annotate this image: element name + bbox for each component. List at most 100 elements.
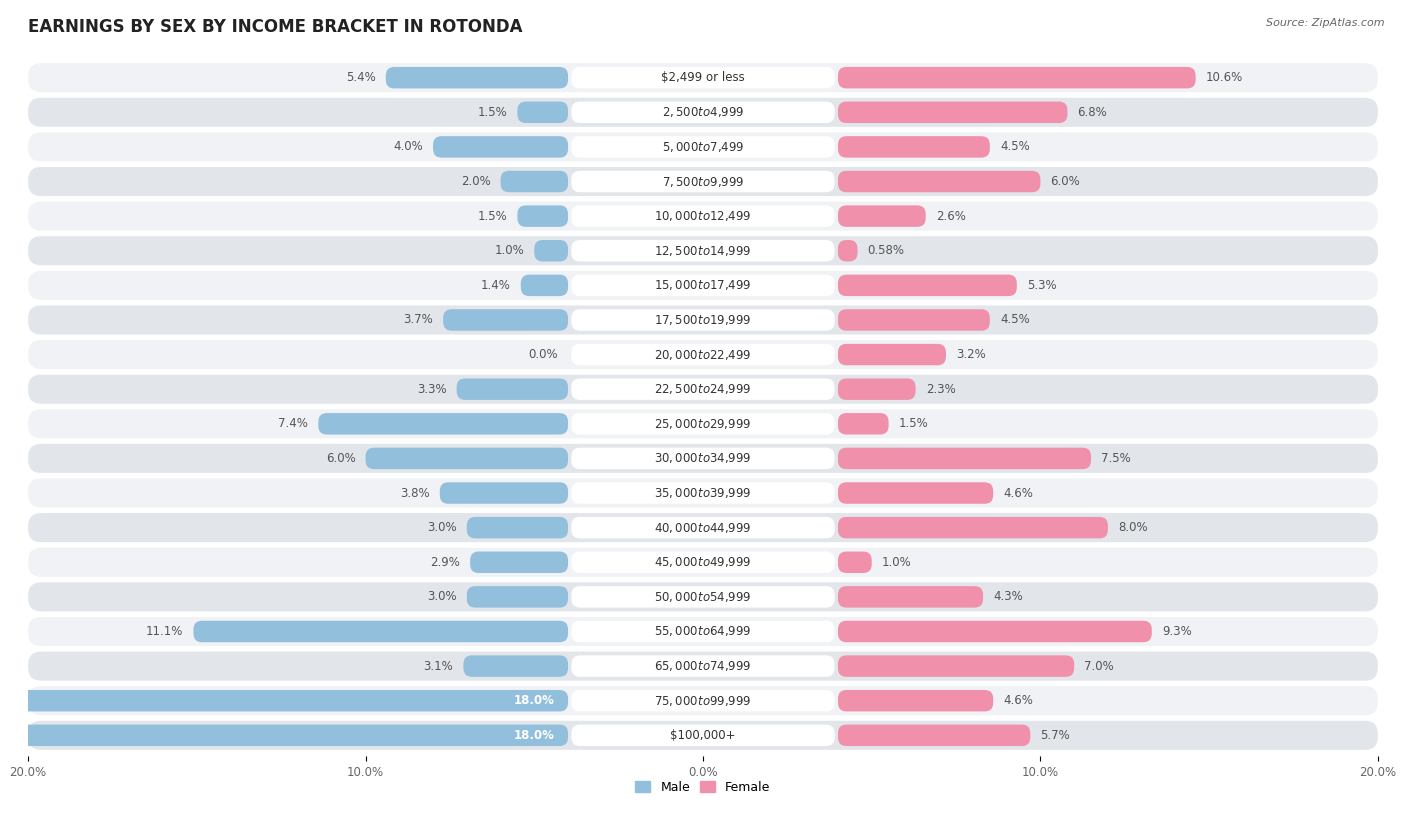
FancyBboxPatch shape [571,136,835,158]
FancyBboxPatch shape [571,67,835,89]
Text: $7,500 to $9,999: $7,500 to $9,999 [662,175,744,189]
FancyBboxPatch shape [0,690,568,711]
Text: $12,500 to $14,999: $12,500 to $14,999 [654,244,752,258]
FancyBboxPatch shape [385,67,568,89]
FancyBboxPatch shape [28,133,1378,162]
Text: $45,000 to $49,999: $45,000 to $49,999 [654,555,752,569]
Text: 4.3%: 4.3% [993,590,1024,603]
Text: 5.4%: 5.4% [346,72,375,85]
FancyBboxPatch shape [464,655,568,677]
Text: 2.0%: 2.0% [461,175,491,188]
FancyBboxPatch shape [28,721,1378,750]
FancyBboxPatch shape [440,482,568,504]
Text: EARNINGS BY SEX BY INCOME BRACKET IN ROTONDA: EARNINGS BY SEX BY INCOME BRACKET IN ROT… [28,18,523,36]
FancyBboxPatch shape [838,240,858,262]
FancyBboxPatch shape [838,448,1091,469]
FancyBboxPatch shape [571,413,835,434]
FancyBboxPatch shape [838,102,1067,123]
FancyBboxPatch shape [571,690,835,711]
Text: 11.1%: 11.1% [146,625,183,638]
Text: 3.0%: 3.0% [427,590,457,603]
Text: $50,000 to $54,999: $50,000 to $54,999 [654,590,752,604]
Text: $75,000 to $99,999: $75,000 to $99,999 [654,693,752,707]
Text: 2.6%: 2.6% [936,210,966,223]
Text: 3.2%: 3.2% [956,348,986,361]
FancyBboxPatch shape [838,413,889,434]
FancyBboxPatch shape [28,167,1378,196]
FancyBboxPatch shape [838,724,1031,746]
FancyBboxPatch shape [457,379,568,400]
FancyBboxPatch shape [366,448,568,469]
FancyBboxPatch shape [28,548,1378,576]
Text: $65,000 to $74,999: $65,000 to $74,999 [654,659,752,673]
FancyBboxPatch shape [838,690,993,711]
FancyBboxPatch shape [571,102,835,123]
FancyBboxPatch shape [28,651,1378,680]
Text: 4.6%: 4.6% [1004,486,1033,499]
Text: 3.0%: 3.0% [427,521,457,534]
FancyBboxPatch shape [517,102,568,123]
FancyBboxPatch shape [534,240,568,262]
Text: 18.0%: 18.0% [513,694,554,707]
FancyBboxPatch shape [0,724,568,746]
Text: 1.5%: 1.5% [478,210,508,223]
Text: $5,000 to $7,499: $5,000 to $7,499 [662,140,744,154]
Text: 3.1%: 3.1% [423,659,453,672]
FancyBboxPatch shape [838,171,1040,192]
FancyBboxPatch shape [520,275,568,296]
Text: $22,500 to $24,999: $22,500 to $24,999 [654,382,752,396]
FancyBboxPatch shape [571,344,835,365]
Text: 7.5%: 7.5% [1101,452,1130,465]
FancyBboxPatch shape [28,202,1378,231]
FancyBboxPatch shape [501,171,568,192]
FancyBboxPatch shape [838,67,1195,89]
Text: 5.3%: 5.3% [1026,279,1056,292]
FancyBboxPatch shape [28,582,1378,611]
Legend: Male, Female: Male, Female [630,776,776,799]
FancyBboxPatch shape [28,409,1378,438]
Text: 8.0%: 8.0% [1118,521,1147,534]
Text: 18.0%: 18.0% [513,728,554,741]
FancyBboxPatch shape [571,309,835,331]
FancyBboxPatch shape [28,513,1378,542]
FancyBboxPatch shape [571,655,835,677]
FancyBboxPatch shape [571,206,835,227]
FancyBboxPatch shape [571,551,835,573]
Text: 2.9%: 2.9% [430,556,460,569]
FancyBboxPatch shape [571,171,835,192]
Text: 4.5%: 4.5% [1000,141,1029,154]
FancyBboxPatch shape [838,655,1074,677]
Text: 4.0%: 4.0% [394,141,423,154]
FancyBboxPatch shape [571,448,835,469]
Text: $2,499 or less: $2,499 or less [661,72,745,85]
Text: $25,000 to $29,999: $25,000 to $29,999 [654,417,752,431]
Text: 7.0%: 7.0% [1084,659,1114,672]
Text: 4.6%: 4.6% [1004,694,1033,707]
Text: 3.7%: 3.7% [404,314,433,327]
FancyBboxPatch shape [467,517,568,538]
FancyBboxPatch shape [318,413,568,434]
Text: $30,000 to $34,999: $30,000 to $34,999 [654,451,752,465]
FancyBboxPatch shape [838,482,993,504]
FancyBboxPatch shape [571,275,835,296]
FancyBboxPatch shape [28,237,1378,265]
FancyBboxPatch shape [838,379,915,400]
Text: 1.5%: 1.5% [478,106,508,119]
Text: 1.5%: 1.5% [898,417,928,430]
Text: $35,000 to $39,999: $35,000 to $39,999 [654,486,752,500]
Text: 6.0%: 6.0% [1050,175,1080,188]
FancyBboxPatch shape [28,63,1378,92]
FancyBboxPatch shape [443,309,568,331]
Text: 10.6%: 10.6% [1206,72,1243,85]
FancyBboxPatch shape [838,309,990,331]
FancyBboxPatch shape [28,479,1378,507]
Text: $2,500 to $4,999: $2,500 to $4,999 [662,106,744,120]
FancyBboxPatch shape [194,621,568,642]
Text: $15,000 to $17,499: $15,000 to $17,499 [654,278,752,293]
Text: Source: ZipAtlas.com: Source: ZipAtlas.com [1267,18,1385,28]
Text: 6.0%: 6.0% [326,452,356,465]
FancyBboxPatch shape [28,375,1378,404]
Text: $17,500 to $19,999: $17,500 to $19,999 [654,313,752,327]
FancyBboxPatch shape [838,206,925,227]
Text: $55,000 to $64,999: $55,000 to $64,999 [654,624,752,638]
